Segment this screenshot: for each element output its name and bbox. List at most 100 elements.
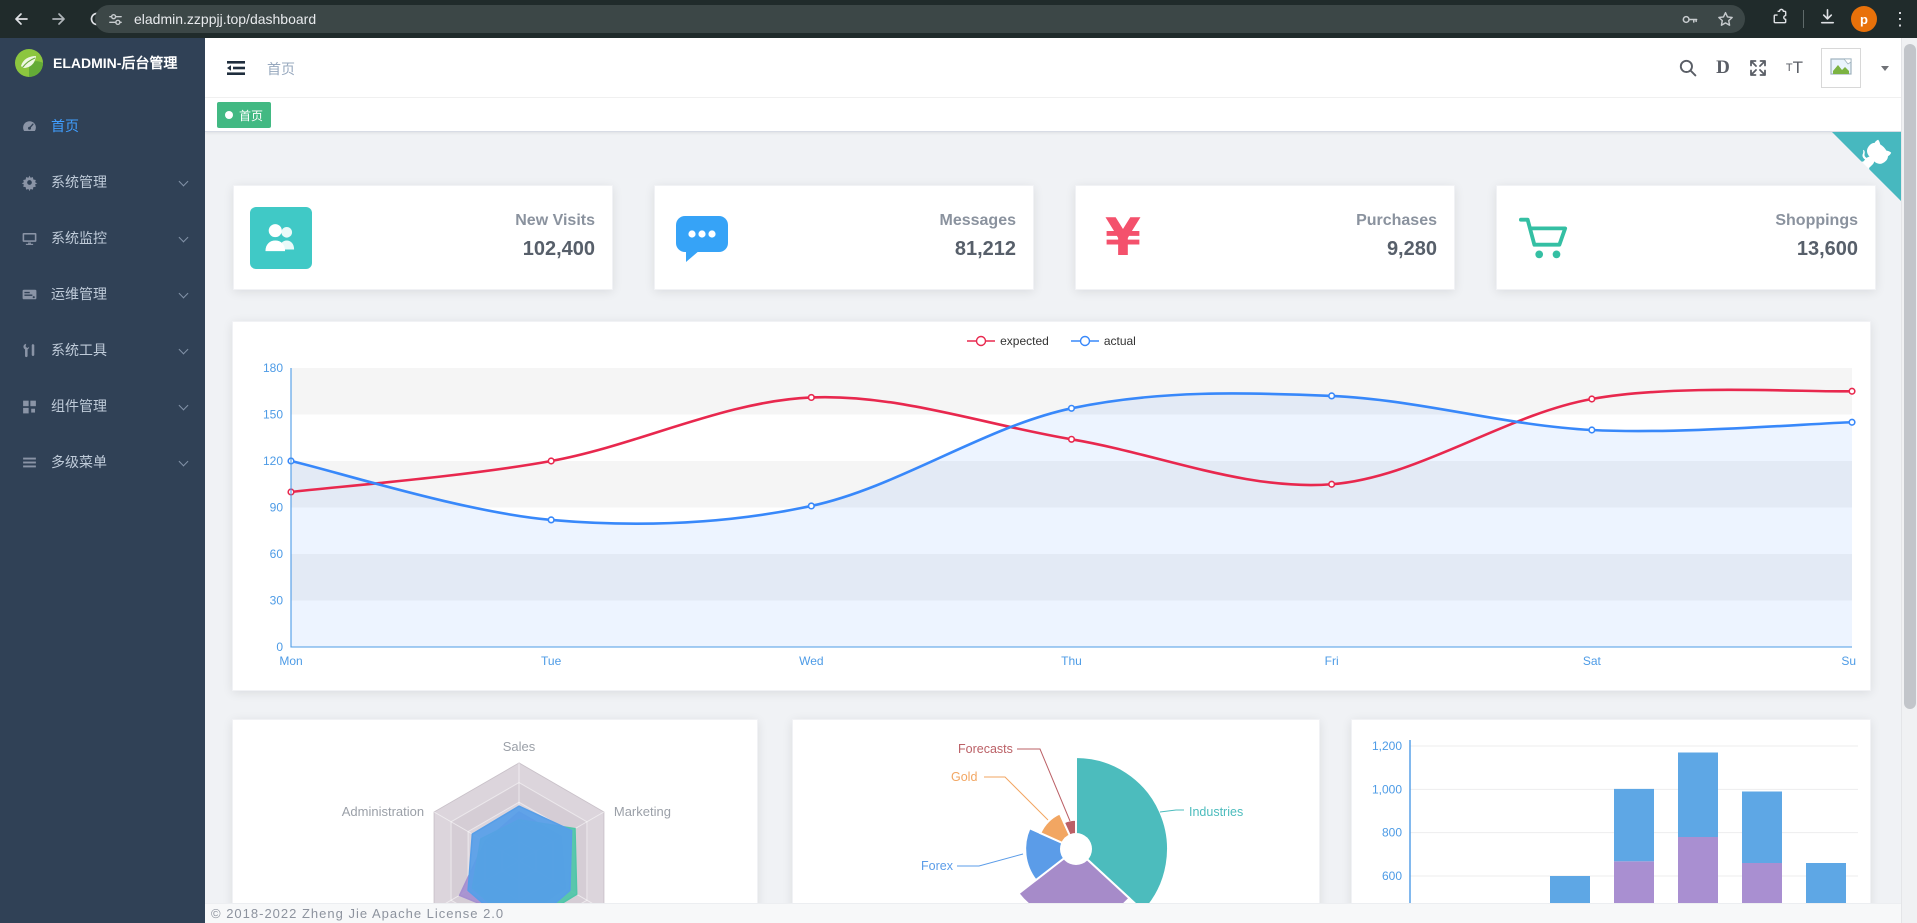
svg-text:1,200: 1,200 [1372, 739, 1402, 753]
sidebar-item-multilevel-menu[interactable]: 多级菜单 [0, 434, 205, 490]
site-settings-icon[interactable] [107, 11, 124, 28]
leaf-logo-icon [15, 49, 43, 77]
svg-text:Sales: Sales [503, 739, 536, 754]
downloads-icon[interactable] [1818, 7, 1837, 31]
chevron-down-icon [178, 400, 189, 411]
browser-profile-avatar[interactable]: p [1851, 6, 1877, 32]
password-key-icon[interactable] [1680, 10, 1699, 29]
stat-value: 9,280 [1386, 238, 1437, 260]
stat-value: 81,212 [954, 238, 1016, 260]
github-corner-ribbon[interactable] [1828, 132, 1901, 201]
legend-label: expected [1000, 334, 1049, 348]
legend-marker-icon [1070, 335, 1099, 347]
back-arrow-icon [15, 13, 28, 25]
page-scrollbar-thumb[interactable] [1904, 44, 1916, 709]
chevron-down-icon [178, 176, 189, 187]
browser-actions: p ⋮ [1770, 0, 1909, 38]
extensions-icon[interactable] [1770, 7, 1789, 31]
footer: © 2018-2022 Zheng Jie Apache License 2.0 [205, 903, 1917, 923]
page-scrollbar-track[interactable] [1901, 38, 1917, 923]
budget-radar-chart: Sales Administration Marketing [342, 739, 671, 923]
browser-forward-button[interactable] [42, 2, 76, 36]
sidebar-item-dashboard[interactable]: 首页 [0, 98, 205, 154]
dashboard-content: New Visits 102,400 Messages 81,212 ¥ Pur… [205, 132, 1917, 923]
sidebar-collapse-button[interactable] [225, 57, 247, 79]
sidebar-item-label: 运维管理 [51, 286, 107, 302]
sidebar-item-system-management[interactable]: 系统管理 [0, 154, 205, 210]
tag-dashboard[interactable]: 首页 [217, 102, 272, 128]
stat-label: New Visits [515, 212, 595, 229]
stat-card-purchases[interactable]: ¥ Purchases 9,280 [1075, 185, 1455, 290]
svg-text:Marketing: Marketing [614, 804, 671, 819]
tags-view-bar: 首页 [205, 98, 1917, 132]
stat-card-messages[interactable]: Messages 81,212 [654, 185, 1034, 290]
sidebar: ELADMIN-后台管理 首页 系统管理 系统监控 运维管理 [0, 38, 205, 923]
address-bar[interactable]: eladmin.zzppjj.top/dashboard [95, 5, 1745, 33]
sidebar-item-label: 首页 [51, 118, 79, 134]
visits-line-chart: 0 30 60 90 120 150 180 Mon Tue Wed Thu Fri Sat Sun [263, 361, 1856, 668]
sidebar-item-system-monitor[interactable]: 系统监控 [0, 210, 205, 266]
stat-value: 13,600 [1796, 238, 1858, 260]
svg-text:60: 60 [270, 547, 284, 561]
hamburger-fold-icon [227, 61, 245, 75]
search-icon[interactable] [1678, 58, 1698, 78]
octocat-icon [1832, 132, 1901, 201]
stat-card-shoppings[interactable]: Shoppings 13,600 [1496, 185, 1876, 290]
sidebar-item-system-tools[interactable]: 系统工具 [0, 322, 205, 378]
bookmark-star-icon[interactable] [1716, 10, 1735, 29]
chevron-down-icon [178, 232, 189, 243]
svg-text:Administration: Administration [342, 804, 424, 819]
avatar-dropdown-caret[interactable] [1881, 65, 1889, 71]
bar-chart-card: 1,200 1,000 800 600 [1351, 719, 1871, 923]
svg-text:Wed: Wed [799, 654, 823, 668]
components-icon [21, 398, 38, 415]
svg-text:Fri: Fri [1325, 654, 1339, 668]
sidebar-item-label: 系统管理 [51, 174, 107, 190]
fullscreen-icon[interactable] [1748, 58, 1768, 78]
visits-line-chart-card: expected actual 0 30 60 90 120 150 180 Mon Tue Wed… [232, 321, 1871, 691]
legend-label: actual [1103, 334, 1136, 348]
broken-image-icon [1830, 58, 1852, 75]
breadcrumb[interactable]: 首页 [267, 61, 295, 77]
copyright-text: © 2018-2022 Zheng Jie Apache License 2.0 [211, 906, 505, 921]
stat-value: 102,400 [522, 238, 595, 260]
legend-item-actual[interactable]: actual [1070, 334, 1136, 348]
legend-item-expected[interactable]: expected [967, 334, 1049, 348]
svg-text:180: 180 [263, 361, 283, 375]
sidebar-item-label: 系统工具 [51, 342, 107, 358]
svg-text:Sat: Sat [1583, 654, 1602, 668]
server-card-icon [21, 286, 38, 303]
chevron-down-icon [178, 288, 189, 299]
svg-text:Mon: Mon [279, 654, 302, 668]
sidebar-item-label: 组件管理 [51, 398, 107, 414]
svg-text:Gold: Gold [951, 770, 977, 784]
sidebar-item-ops-management[interactable]: 运维管理 [0, 266, 205, 322]
sidebar-item-components[interactable]: 组件管理 [0, 378, 205, 434]
url-text[interactable]: eladmin.zzppjj.top/dashboard [134, 11, 317, 27]
svg-text:Tue: Tue [541, 654, 562, 668]
pie-chart-card: Industries Forex Gold Forecasts [792, 719, 1320, 923]
browser-back-button[interactable] [4, 2, 38, 36]
log-doc-icon[interactable]: D [1716, 57, 1730, 78]
svg-text:150: 150 [263, 408, 283, 422]
cart-icon [1513, 207, 1575, 269]
gear-icon [21, 174, 38, 191]
font-size-small-t: T [1785, 62, 1793, 74]
browser-chrome: eladmin.zzppjj.top/dashboard p ⋮ [0, 0, 1917, 38]
stat-card-new-visits[interactable]: New Visits 102,400 [233, 185, 613, 290]
user-avatar[interactable] [1821, 48, 1861, 88]
font-size-big-t: T [1792, 58, 1803, 77]
yen-icon: ¥ [1092, 207, 1154, 269]
stat-label: Shoppings [1775, 212, 1858, 229]
svg-text:90: 90 [270, 501, 284, 515]
dashboard-icon [21, 118, 38, 135]
list-menu-icon [21, 454, 38, 471]
app-logo[interactable]: ELADMIN-后台管理 [0, 38, 205, 88]
svg-text:Industries: Industries [1189, 805, 1243, 819]
yen-glyph: ¥ [1104, 208, 1142, 268]
browser-menu-kebab-icon[interactable]: ⋮ [1891, 9, 1909, 29]
app-title: ELADMIN-后台管理 [53, 55, 178, 71]
